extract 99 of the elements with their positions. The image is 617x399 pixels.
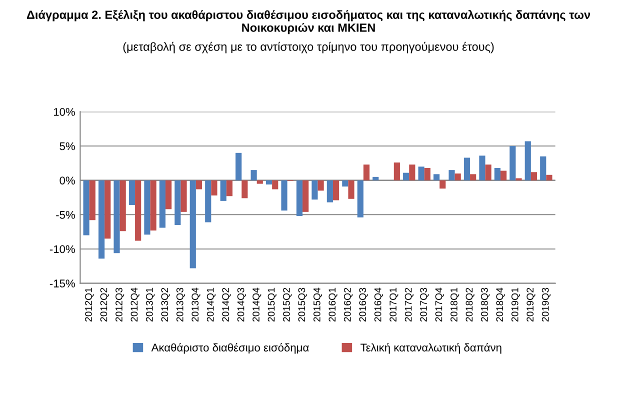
y-tick-label: -5% — [56, 210, 75, 219]
bar — [524, 141, 531, 180]
bar — [83, 180, 90, 236]
x-tick-label: 2014Q4 — [252, 288, 262, 322]
bar — [312, 180, 318, 200]
bar — [479, 156, 486, 180]
bar — [440, 180, 446, 189]
bar — [454, 173, 461, 180]
x-tick-label: 2015Q2 — [283, 288, 292, 322]
x-tick-label: 2015Q1 — [268, 288, 276, 322]
x-tick-label: 2019Q1 — [511, 288, 520, 322]
bar — [135, 180, 142, 241]
bar — [530, 172, 538, 180]
bar — [500, 170, 507, 180]
bar — [144, 180, 150, 235]
bar — [326, 180, 333, 202]
bar — [409, 164, 416, 180]
y-tick-label: 5% — [60, 142, 75, 150]
bar — [448, 170, 455, 180]
bar — [357, 180, 364, 218]
bar — [114, 180, 120, 254]
bar — [348, 180, 354, 199]
bar — [296, 180, 303, 216]
bar — [211, 180, 218, 196]
x-tick-label: 2013Q3 — [176, 288, 186, 322]
y-tick-label: 10% — [54, 108, 75, 116]
x-tick-label: 2012Q2 — [100, 288, 109, 322]
bar — [196, 180, 202, 190]
x-tick-label: 2016Q4 — [374, 288, 384, 322]
bar — [180, 180, 187, 212]
bar — [205, 180, 212, 222]
x-tick-label: 2015Q3 — [298, 288, 307, 322]
bar — [242, 180, 248, 198]
bar — [494, 168, 500, 180]
x-tick-label: 2017Q3 — [420, 288, 429, 322]
bar — [424, 168, 430, 180]
bar — [510, 146, 516, 180]
bar — [272, 180, 278, 190]
bar — [332, 180, 340, 200]
bar — [342, 180, 348, 187]
x-tick-label: 2017Q1 — [390, 288, 398, 322]
bar — [403, 172, 410, 180]
x-tick-label: 2015Q4 — [313, 288, 322, 322]
bar — [302, 180, 309, 212]
bar — [89, 180, 96, 220]
bar — [226, 180, 232, 196]
x-tick-label: 2016Q1 — [328, 288, 338, 322]
bar — [150, 180, 156, 230]
legend-label: Τελική καταναλωτική δαπάνη — [360, 343, 502, 354]
bar — [546, 174, 552, 180]
x-tick-label: 2017Q4 — [435, 288, 444, 322]
bar — [256, 180, 263, 184]
bar — [363, 164, 370, 180]
bar — [266, 180, 272, 184]
bar — [98, 180, 105, 259]
bar — [104, 180, 111, 239]
x-tick-label: 2013Q4 — [192, 288, 200, 322]
x-tick-label: 2019Q2 — [526, 288, 536, 322]
bar — [372, 176, 379, 180]
bar — [250, 170, 257, 180]
bar — [394, 162, 400, 180]
x-tick-label: 2017Q2 — [404, 288, 414, 322]
x-tick-label: 2018Q2 — [466, 288, 474, 322]
legend-label: Ακαθάριστο διαθέσιμο εισόδημα — [151, 343, 309, 354]
bar — [485, 164, 492, 180]
x-tick-label: 2016Q2 — [344, 288, 353, 322]
bar — [128, 180, 136, 206]
y-tick-label: -10% — [50, 245, 75, 254]
x-tick-label: 2018Q1 — [450, 288, 460, 322]
x-tick-label: 2018Q4 — [496, 288, 505, 322]
bar — [540, 156, 546, 180]
bar — [318, 180, 324, 191]
y-tick-label: 0% — [60, 176, 75, 184]
bar — [190, 180, 196, 268]
bar — [236, 152, 242, 180]
x-tick-label: 2014Q2 — [222, 288, 231, 322]
bar — [470, 174, 476, 180]
x-tick-label: 2014Q3 — [237, 288, 246, 322]
x-tick-label: 2012Q1 — [85, 288, 94, 322]
bar — [281, 180, 288, 211]
bar — [174, 180, 181, 225]
bar — [120, 180, 126, 232]
x-tick-label: 2016Q3 — [359, 288, 368, 322]
x-tick-label: 2012Q3 — [116, 288, 124, 322]
bar — [220, 180, 226, 201]
x-tick-label: 2018Q3 — [480, 288, 490, 322]
x-tick-label: 2013Q1 — [146, 288, 155, 322]
x-tick-label: 2013Q2 — [161, 288, 170, 322]
y-tick-label: -15% — [50, 280, 75, 288]
bar — [418, 166, 424, 180]
x-tick-label: 2012Q4 — [130, 288, 140, 322]
bar — [433, 174, 440, 180]
chart-subtitle: (μεταβολή σε σχέση με το αντίστοιχο τρίμηνο του προηγούμενου έτους) — [123, 42, 494, 54]
x-tick-label: 2014Q1 — [206, 288, 216, 322]
bar — [165, 180, 172, 210]
bar — [464, 158, 470, 180]
chart-title: Διάγραμμα 2. Εξέλιξη του ακαθάριστου διαθέσιμου εισοδήματος και της καταναλωτικής δαπάνης των Νοικοκυριών και ΜΚΙΕΝ — [26, 10, 590, 34]
x-tick-label: 2019Q3 — [542, 288, 551, 322]
bar — [159, 180, 166, 228]
